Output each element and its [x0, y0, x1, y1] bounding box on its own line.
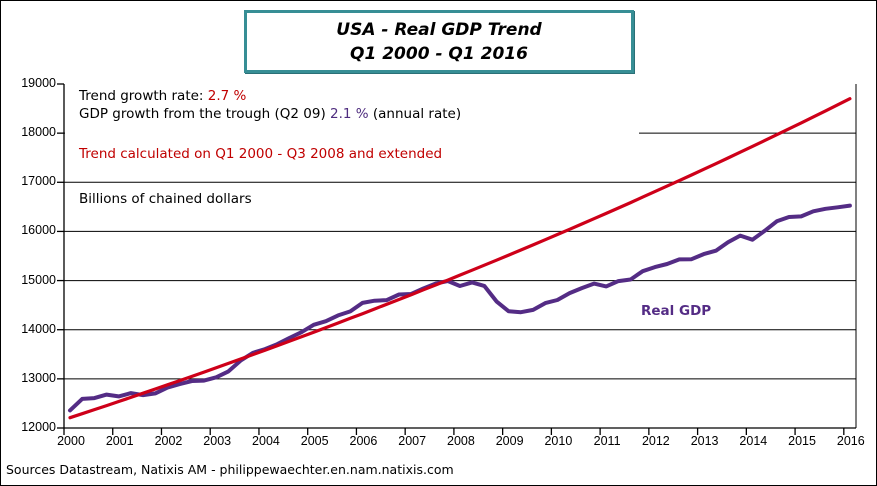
real-gdp-line	[68, 203, 852, 413]
gdp-growth-annotation: GDP growth from the trough (Q2 09) 2.1 %…	[79, 106, 461, 122]
y-axis-tick-label: 13000	[21, 370, 56, 385]
y-axis-tick-label: 18000	[21, 125, 56, 140]
chart-title-box: USA - Real GDP Trend Q1 2000 - Q1 2016	[244, 10, 634, 73]
x-axis-tick-label: 2010	[544, 434, 573, 448]
x-axis-tick-label: 2013	[690, 434, 719, 448]
chart-title-line2: Q1 2000 - Q1 2016	[350, 44, 528, 64]
annotation-box: Trend growth rate: 2.7 % GDP growth from…	[65, 85, 639, 169]
x-axis-tick-label: 2000	[57, 434, 85, 448]
gdp-growth-prefix: GDP growth from the trough (Q2 09)	[79, 106, 330, 122]
trend-growth-value: 2.7 %	[207, 88, 247, 104]
gdp-growth-suffix: (annual rate)	[368, 106, 462, 122]
x-axis-tick-label: 2006	[349, 434, 378, 448]
y-axis-tick-label: 16000	[21, 223, 56, 238]
x-axis-tick-label: 2005	[300, 434, 329, 448]
x-axis-tick-label: 2001	[105, 434, 134, 448]
x-axis-tick-label: 2011	[593, 434, 621, 448]
x-axis-tick-label: 2004	[252, 434, 280, 448]
gdp-growth-value: 2.1 %	[330, 106, 369, 122]
source-footer: Sources Datastream, Natixis AM - philipp…	[6, 462, 454, 477]
x-axis-tick-label: 2012	[641, 434, 670, 448]
units-label: Billions of chained dollars	[79, 191, 252, 207]
x-axis-tick-label: 2016	[836, 434, 865, 448]
x-axis-tick-label: 2009	[495, 434, 524, 448]
x-axis-tick-label: 2008	[447, 434, 475, 448]
x-axis-tick-label: 2014	[739, 434, 768, 448]
chart-title-line1: USA - Real GDP Trend	[336, 20, 542, 40]
y-axis-tick-label: 14000	[21, 321, 56, 336]
y-axis-tick-label: 15000	[21, 272, 56, 287]
trend-growth-label: Trend growth rate:	[79, 88, 208, 104]
x-axis-tick-label: 2002	[154, 434, 183, 448]
x-axis-tick-label: 2007	[398, 434, 427, 448]
trend-growth-annotation: Trend growth rate: 2.7 %	[79, 88, 246, 104]
trend-line	[68, 97, 852, 420]
trend-note-annotation: Trend calculated on Q1 2000 - Q3 2008 an…	[79, 146, 443, 162]
x-axis-tick-label: 2015	[788, 434, 816, 448]
x-axis-tick-label: 2003	[203, 434, 232, 448]
real-gdp-series-label: Real GDP	[641, 303, 712, 319]
y-axis-tick-label: 12000	[21, 420, 56, 434]
y-axis-tick-label: 17000	[21, 174, 56, 189]
y-axis-tick-label: 19000	[21, 76, 56, 90]
